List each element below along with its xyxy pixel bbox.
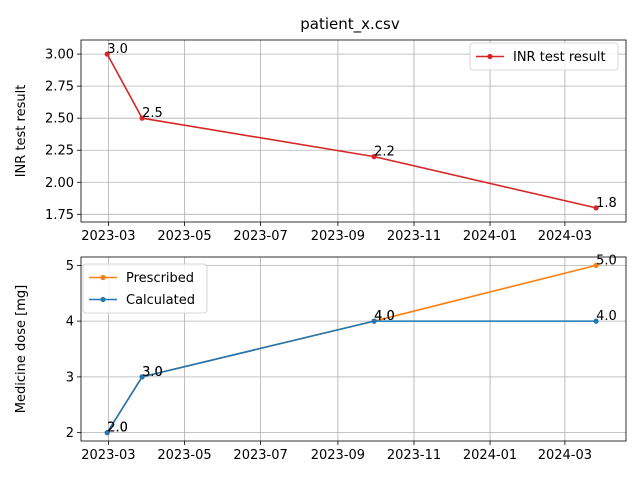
x-tick-label: 2023-03 (81, 229, 135, 244)
data-label: 3.0 (142, 365, 163, 380)
y-tick-label: 3 (66, 370, 74, 385)
y-tick-label: 2 (66, 426, 74, 441)
x-tick-label: 2024-01 (463, 229, 517, 244)
y-tick-label: 5 (66, 259, 74, 274)
y-axis-label: INR test result (14, 85, 29, 178)
data-label: 2.5 (142, 106, 163, 121)
x-tick-label: 2023-05 (157, 229, 211, 244)
data-point (104, 51, 110, 57)
y-tick-label: 2.75 (45, 80, 74, 95)
y-axis-label: Medicine dose [mg] (14, 285, 29, 413)
dose-subplot: 2023-03 2023-05 2023-07 2023-09 2023-11 2024-… (14, 253, 627, 463)
data-point (371, 154, 377, 160)
data-point (371, 318, 377, 324)
data-point (104, 430, 110, 436)
plot-frame (80, 256, 627, 442)
data-label: 1.8 (596, 196, 617, 211)
legend-marker (100, 296, 106, 303)
data-point (139, 374, 145, 380)
x-tick-label: 2023-09 (311, 229, 365, 244)
x-tick-label: 2023-07 (233, 229, 287, 244)
x-tick-label: 2023-11 (387, 448, 441, 463)
y-tick-label: 3.00 (45, 48, 74, 63)
x-tick-label: 2023-09 (311, 448, 365, 463)
x-tick-label: 2023-05 (157, 448, 211, 463)
legend-box (82, 263, 208, 314)
data-point (593, 205, 599, 211)
data-label: 2.0 (107, 421, 128, 436)
legend-box (469, 42, 619, 71)
plot-frame (80, 39, 627, 223)
legend-marker (100, 274, 106, 281)
legend-label: INR test result (513, 50, 606, 65)
legend-label: Calculated (126, 293, 195, 308)
y-tick-label: 4 (66, 315, 74, 330)
data-label: 3.0 (107, 42, 128, 57)
series-line (106, 53, 597, 209)
data-label: 5.0 (596, 253, 617, 268)
data-label: 4.0 (374, 309, 395, 324)
legend-label: Prescribed (126, 271, 194, 286)
y-tick-label: 1.75 (45, 208, 74, 223)
data-point (139, 115, 145, 121)
y-tick-label: 2.50 (45, 112, 74, 127)
y-tick-label: 2.25 (45, 144, 74, 159)
y-tick-label: 2.00 (45, 176, 74, 191)
series-line (106, 320, 597, 434)
x-tick-label: 2023-07 (233, 448, 287, 463)
data-point (593, 318, 599, 324)
x-tick-label: 2023-11 (387, 229, 441, 244)
chart-title: patient_x.csv (300, 15, 400, 34)
data-label: 2.2 (374, 145, 395, 160)
data-point (593, 262, 599, 268)
x-tick-label: 2024-03 (538, 229, 592, 244)
x-tick-label: 2024-03 (538, 448, 592, 463)
x-tick-label: 2024-01 (463, 448, 517, 463)
x-tick-label: 2023-03 (81, 448, 135, 463)
legend-marker (487, 53, 493, 60)
data-label: 4.0 (596, 309, 617, 324)
inr-subplot: 2023-03 2023-05 2023-07 2023-09 2023-11 2024-… (14, 39, 627, 244)
